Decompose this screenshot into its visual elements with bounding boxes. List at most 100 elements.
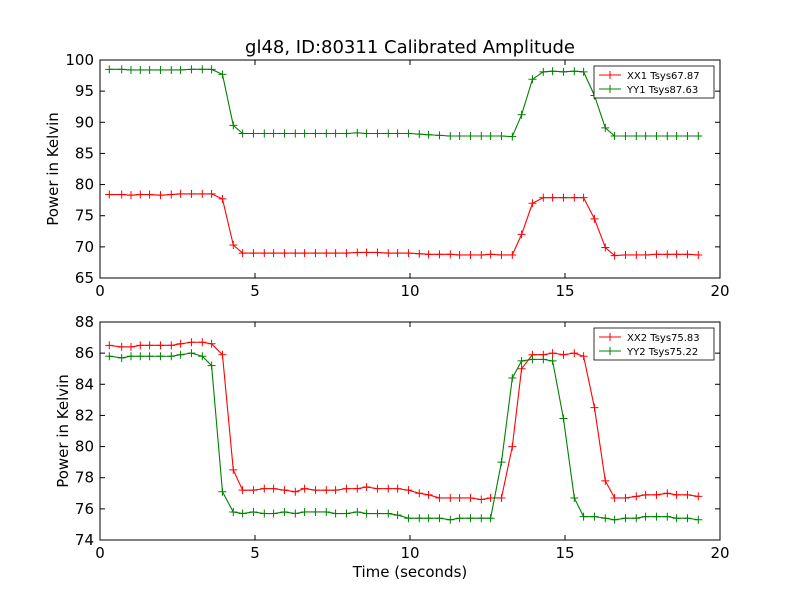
data-point (663, 250, 672, 259)
data-point (497, 493, 506, 502)
data-point (249, 486, 258, 495)
data-point (342, 509, 351, 518)
data-point (590, 512, 599, 521)
data-point (260, 249, 269, 258)
legend-swatch-marker (606, 347, 614, 355)
x-tick-label: 0 (95, 282, 105, 300)
data-point (300, 484, 309, 493)
data-point (548, 67, 557, 76)
data-point (672, 250, 681, 259)
data-point (156, 65, 165, 74)
data-point (311, 486, 320, 495)
data-point (477, 131, 486, 140)
data-point (539, 67, 548, 76)
data-point (517, 230, 526, 239)
data-point (280, 486, 289, 495)
data-point (508, 442, 517, 451)
data-point (136, 352, 145, 361)
data-point (105, 65, 114, 74)
data-point (694, 250, 703, 259)
x-tick-label: 20 (710, 544, 729, 562)
data-point (621, 493, 630, 502)
data-point (455, 493, 464, 502)
legend-box (593, 327, 715, 361)
legend-swatch-marker (606, 85, 614, 93)
y-tick-label: 80 (75, 176, 94, 194)
data-point (176, 350, 185, 359)
data-point (322, 249, 331, 258)
data-point (145, 352, 154, 361)
data-point (424, 250, 433, 259)
data-point (528, 75, 537, 84)
data-point (362, 248, 371, 257)
data-point (136, 190, 145, 199)
data-point (156, 352, 165, 361)
y-tick-label: 74 (75, 531, 94, 549)
data-point (579, 67, 588, 76)
series-line (109, 68, 699, 138)
x-tick-label: 20 (710, 282, 729, 300)
data-point (229, 507, 238, 516)
data-point (331, 486, 340, 495)
y-tick-label: 85 (75, 144, 94, 162)
data-point (280, 129, 289, 138)
data-point (393, 484, 402, 493)
series-line (109, 352, 699, 521)
data-point (156, 191, 165, 200)
bottom-panel: 0 5 10 15 20 74 76 78 80 82 84 86 88 Power in Kelvin T… (54, 313, 730, 581)
data-point (528, 199, 537, 208)
data-point (694, 515, 703, 524)
y-tick-label: 90 (75, 113, 94, 131)
y-tick-label: 75 (75, 207, 94, 225)
data-point (136, 341, 145, 350)
data-point (145, 341, 154, 350)
data-point (497, 458, 506, 467)
data-point (362, 483, 371, 492)
data-point (229, 240, 238, 249)
data-point (238, 486, 247, 495)
data-point (207, 65, 216, 74)
data-point (455, 250, 464, 259)
data-point (528, 355, 537, 364)
data-point (508, 250, 517, 259)
data-point (384, 249, 393, 258)
data-point (539, 355, 548, 364)
data-point (269, 129, 278, 138)
data-point (424, 130, 433, 139)
data-point (373, 248, 382, 257)
data-point (579, 193, 588, 202)
data-point (683, 490, 692, 499)
data-point (117, 342, 126, 351)
data-point (601, 514, 610, 523)
data-point (601, 243, 610, 252)
data-point (187, 65, 196, 74)
data-point (446, 515, 455, 524)
legend-label: XX2 Tsys75.83 (627, 333, 700, 344)
data-point (167, 352, 176, 361)
data-point (486, 131, 495, 140)
y-tick-label: 88 (75, 313, 94, 331)
data-point (198, 352, 207, 361)
data-point (683, 131, 692, 140)
data-point (424, 514, 433, 523)
data-point (167, 190, 176, 199)
data-point (610, 251, 619, 260)
data-point (672, 131, 681, 140)
x-tick-label: 10 (400, 544, 419, 562)
data-point (260, 509, 269, 518)
y-tick-label: 100 (65, 51, 94, 69)
data-point (477, 250, 486, 259)
data-point (570, 193, 579, 202)
data-point (145, 190, 154, 199)
legend-label: YY2 Tsys75.22 (626, 347, 698, 358)
data-point (446, 250, 455, 259)
data-point (641, 512, 650, 521)
data-point (435, 493, 444, 502)
data-point (176, 65, 185, 74)
legend-label: XX1 Tsys67.87 (627, 71, 700, 82)
data-point (663, 489, 672, 498)
data-point (117, 190, 126, 199)
data-point (672, 514, 681, 523)
data-point (404, 514, 413, 523)
data-point (446, 131, 455, 140)
